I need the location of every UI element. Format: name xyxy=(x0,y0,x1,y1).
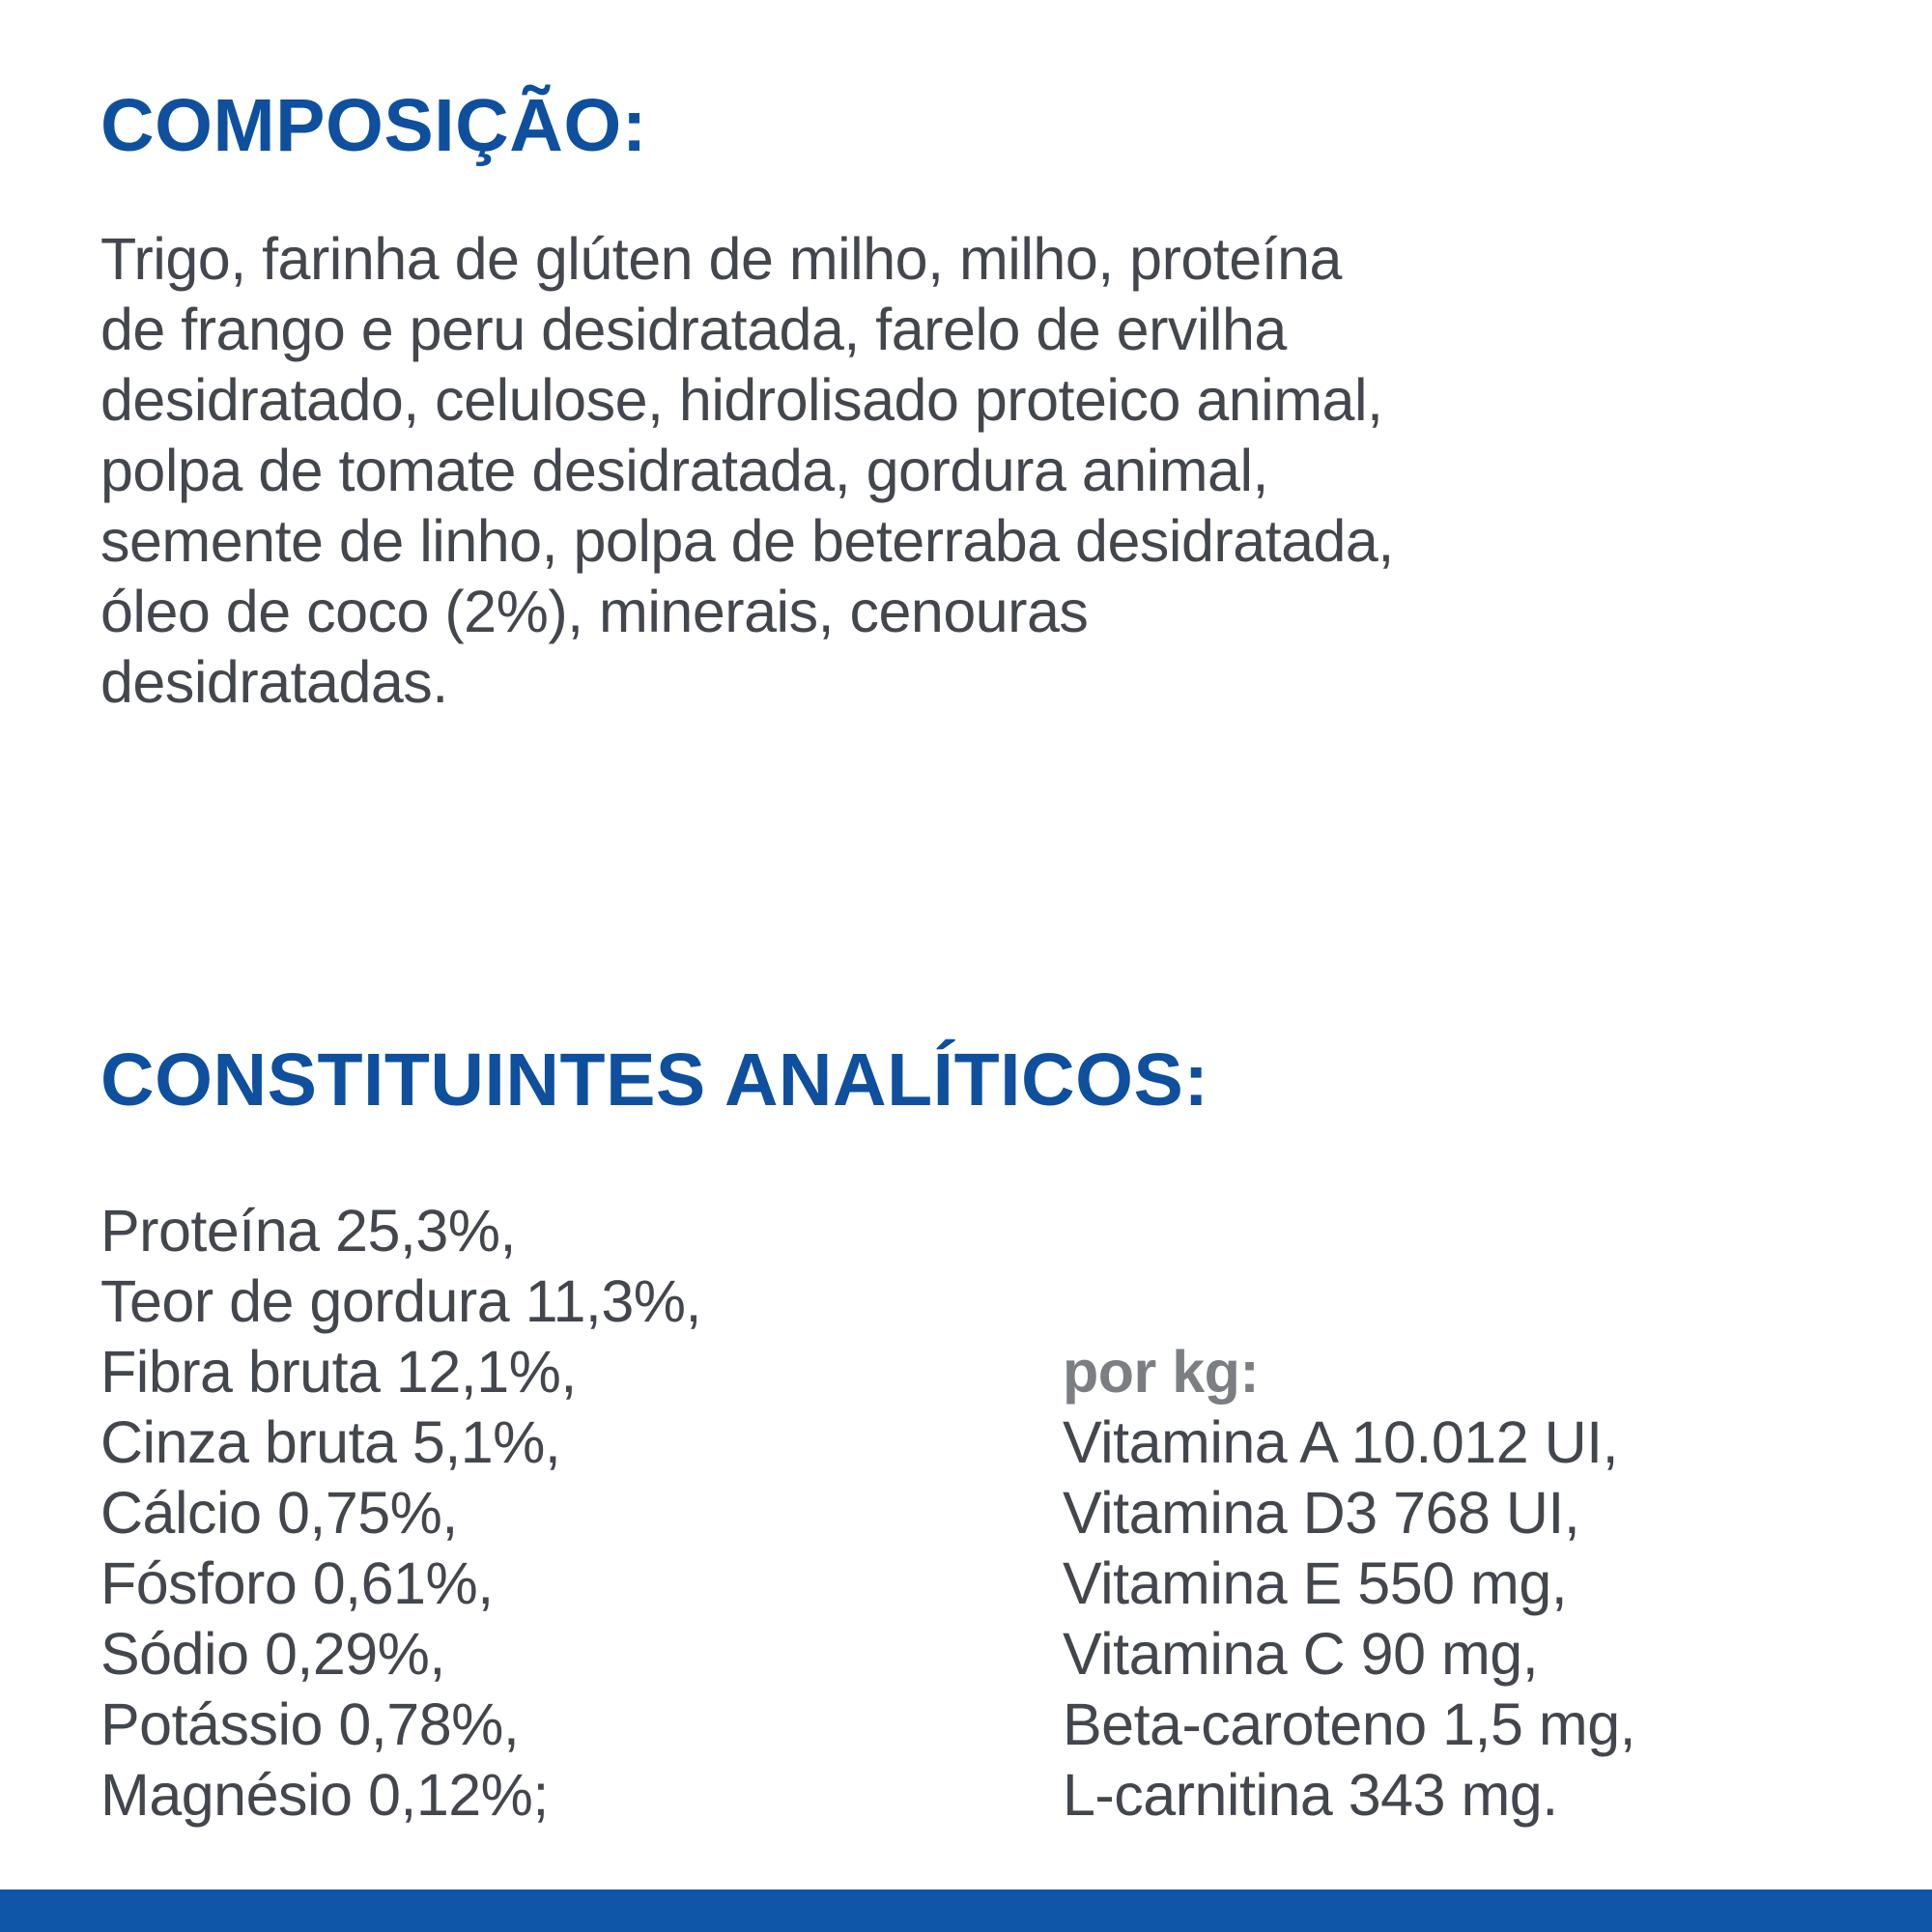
constituent-item: Magnésio 0,12%; xyxy=(100,1762,549,1828)
per-kg-heading: por kg: xyxy=(1063,1339,1260,1405)
constituent-item: Fibra bruta 12,1%, xyxy=(100,1339,577,1405)
constituent-item: Proteína 25,3%, xyxy=(100,1198,516,1264)
composition-line: desidratado, celulose, hidrolisado prote… xyxy=(100,367,1383,433)
constituent-item: Cinza bruta 5,1%, xyxy=(100,1409,561,1475)
per-kg-item: L-carnitina 343 mg. xyxy=(1063,1762,1558,1828)
per-kg-item: Vitamina D3 768 UI, xyxy=(1063,1480,1580,1546)
constituent-item: Teor de gordura 11,3%, xyxy=(100,1268,702,1334)
per-kg-item: Beta-caroteno 1,5 mg, xyxy=(1063,1691,1636,1757)
footer-accent-bar xyxy=(0,1889,1932,1932)
constituent-item: Cálcio 0,75%, xyxy=(100,1480,458,1546)
constituent-item: Sódio 0,29%, xyxy=(100,1621,445,1687)
analytical-constituents-heading: CONSTITUINTES ANALÍTICOS: xyxy=(100,1038,1209,1122)
composition-ingredients-text: Trigo, farinha de glúten de milho, milho… xyxy=(100,224,1394,718)
per-kg-item: Vitamina E 550 mg, xyxy=(1063,1550,1568,1616)
composition-line: semente de linho, polpa de beterraba des… xyxy=(100,508,1394,574)
per-kg-item: Vitamina A 10.012 UI, xyxy=(1063,1409,1619,1475)
composition-line: Trigo, farinha de glúten de milho, milho… xyxy=(100,226,1342,292)
composition-line: polpa de tomate desidratada, gordura ani… xyxy=(100,438,1268,503)
composition-line: óleo de coco (2%), minerais, cenouras xyxy=(100,579,1089,644)
constituent-item: Fósforo 0,61%, xyxy=(100,1550,494,1616)
composition-heading: COMPOSIÇÃO: xyxy=(100,84,647,167)
composition-line: de frango e peru desidratada, farelo de … xyxy=(100,297,1287,362)
per-kg-list: por kg: Vitamina A 10.012 UI, Vitamina D… xyxy=(1063,1337,1636,1831)
analytical-constituents-list: Proteína 25,3%, Teor de gordura 11,3%, F… xyxy=(100,1196,702,1831)
per-kg-item: Vitamina C 90 mg, xyxy=(1063,1621,1539,1687)
constituent-item: Potássio 0,78%, xyxy=(100,1691,520,1757)
composition-line: desidratadas. xyxy=(100,649,448,715)
